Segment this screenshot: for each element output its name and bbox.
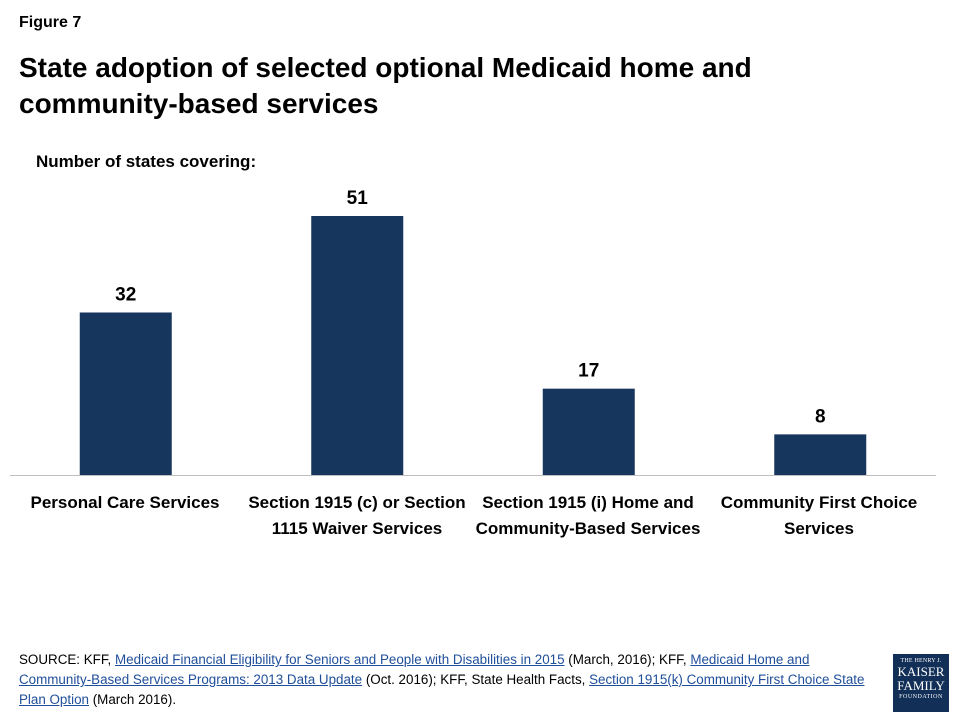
source-link-community-first-choice[interactable]: Section 1915(k) Community First Choice S… — [19, 672, 865, 707]
chart-subtitle: Number of states covering: — [36, 152, 257, 171]
logo-line-1: THE HENRY J. — [900, 658, 942, 664]
data-label-4: 8 — [815, 406, 826, 427]
source-text-2: (Oct. 2016); KFF, State Health Facts, — [362, 672, 590, 687]
source-link-financial-eligibility[interactable]: Medicaid Financial Eligibility for Senio… — [114, 652, 565, 667]
data-label-2: 51 — [347, 188, 369, 209]
bar-2 — [311, 216, 404, 475]
category-label-section-1915i: Section 1915 (i) Home and Community-Base… — [475, 493, 701, 538]
logo-line-3: FAMILY — [897, 678, 945, 693]
category-label-section-1915c: Section 1915 (c) or Section 1115 Waiver … — [248, 493, 466, 538]
source-text-1: (March, 2016); KFF, — [564, 652, 691, 667]
source-prefix: SOURCE: KFF, — [19, 652, 115, 667]
data-label-3: 17 — [578, 361, 599, 382]
logo-line-2: KAISER — [897, 664, 945, 679]
source-suffix: (March 2016). — [88, 692, 177, 707]
bar-4 — [774, 434, 867, 475]
chart-title: State adoption of selected optional Medi… — [19, 52, 752, 119]
figure-label: Figure 7 — [19, 14, 82, 31]
category-label-community-first-choice: Community First Choice Services — [720, 493, 918, 538]
bar-1 — [79, 312, 172, 475]
source-link-hcbs-programs[interactable]: Medicaid Home and Community-Based Servic… — [19, 652, 810, 687]
bar-chart: 32 51 17 8 — [10, 188, 936, 476]
kff-logo: THE HENRY J. KAISER FAMILY FOUNDATION — [893, 654, 949, 712]
bar-3 — [542, 388, 635, 475]
source-note: SOURCE: KFF, Medicaid Financial Eligibil… — [19, 650, 881, 710]
data-label-1: 32 — [115, 284, 136, 305]
category-label-personal-care: Personal Care Services — [30, 493, 220, 512]
logo-line-4: FOUNDATION — [899, 694, 943, 700]
